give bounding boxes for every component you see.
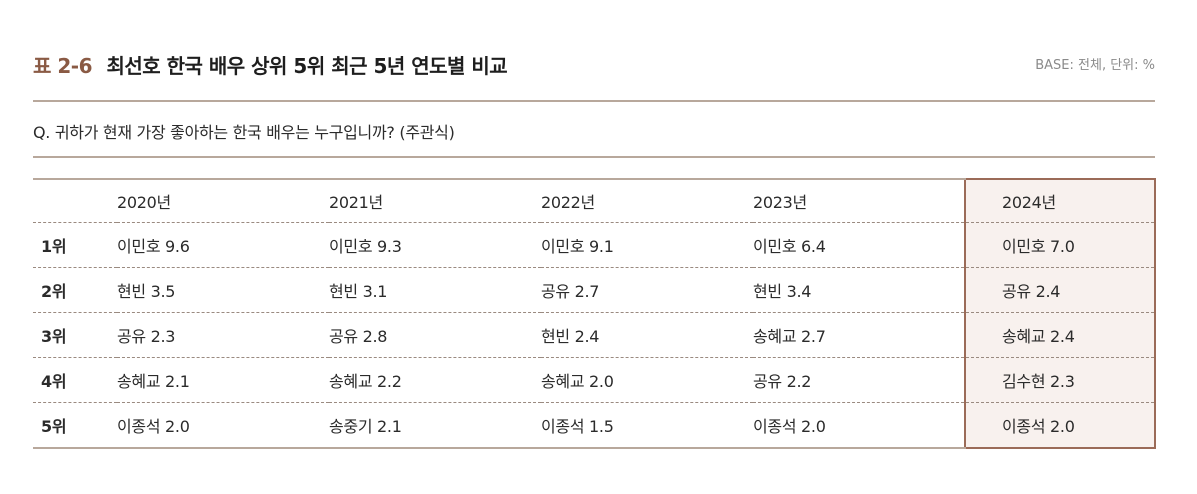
year-header-2020: 2020년: [117, 178, 329, 223]
rank-label: 3위: [33, 312, 117, 358]
table-cell: 송혜교 2.1: [117, 357, 329, 403]
year-header-2023: 2023년: [753, 178, 965, 223]
base-unit-note: BASE: 전체, 단위: %: [1035, 58, 1155, 73]
table-cell: 이민호 9.6: [117, 222, 329, 268]
table-row: 4위 송혜교 2.1 송혜교 2.2 송혜교 2.0 공유 2.2 김수현 2.…: [33, 357, 1156, 403]
header-divider: [33, 100, 1155, 102]
rank-label: 5위: [33, 402, 117, 449]
table-cell: 현빈 3.1: [329, 267, 541, 313]
table-header-row: 2020년 2021년 2022년 2023년 2024년: [33, 178, 1156, 223]
table-cell: 송혜교 2.0: [541, 357, 753, 403]
table-row: 3위 공유 2.3 공유 2.8 현빈 2.4 송혜교 2.7 송혜교 2.4: [33, 312, 1156, 358]
table-cell: 현빈 2.4: [541, 312, 753, 358]
year-header-2022: 2022년: [541, 178, 753, 223]
table-cell: 공유 2.7: [541, 267, 753, 313]
question-divider: [33, 156, 1155, 158]
table-cell: 이민호 9.1: [541, 222, 753, 268]
table-row: 2위 현빈 3.5 현빈 3.1 공유 2.7 현빈 3.4 공유 2.4: [33, 267, 1156, 313]
year-header-2024-highlighted: 2024년: [964, 178, 1156, 223]
table-cell-highlighted: 이종석 2.0: [964, 402, 1156, 449]
table-cell: 공유 2.2: [753, 357, 965, 403]
table-cell: 현빈 3.4: [753, 267, 965, 313]
table-cell-highlighted: 김수현 2.3: [964, 357, 1156, 403]
table-cell-highlighted: 이민호 7.0: [964, 222, 1156, 268]
table-cell: 공유 2.8: [329, 312, 541, 358]
table-cell: 공유 2.3: [117, 312, 329, 358]
table-cell: 이민호 6.4: [753, 222, 965, 268]
table-row: 5위 이종석 2.0 송중기 2.1 이종석 1.5 이종석 2.0 이종석 2…: [33, 402, 1156, 449]
table-cell: 현빈 3.5: [117, 267, 329, 313]
table-cell: 이종석 2.0: [753, 402, 965, 449]
table-cell: 이종석 1.5: [541, 402, 753, 449]
ranking-table: 2020년 2021년 2022년 2023년 2024년 1위 이민호 9.6…: [33, 178, 1156, 449]
table-cell: 송혜교 2.7: [753, 312, 965, 358]
table-cell: 송중기 2.1: [329, 402, 541, 449]
rank-label: 4위: [33, 357, 117, 403]
table-cell: 이민호 9.3: [329, 222, 541, 268]
table-title: 최선호 한국 배우 상위 5위 최근 5년 연도별 비교: [106, 54, 508, 78]
table-header: 표 2-6 최선호 한국 배우 상위 5위 최근 5년 연도별 비교 BASE:…: [33, 48, 1155, 84]
table-cell-highlighted: 공유 2.4: [964, 267, 1156, 313]
table-cell: 이종석 2.0: [117, 402, 329, 449]
table-title-wrap: 표 2-6 최선호 한국 배우 상위 5위 최근 5년 연도별 비교: [33, 50, 508, 79]
rank-label: 1위: [33, 222, 117, 268]
table-row: 1위 이민호 9.6 이민호 9.3 이민호 9.1 이민호 6.4 이민호 7…: [33, 222, 1156, 268]
table-cell: 송혜교 2.2: [329, 357, 541, 403]
year-header-2021: 2021년: [329, 178, 541, 223]
rank-column-header: [33, 178, 117, 223]
rank-label: 2위: [33, 267, 117, 313]
survey-question: Q. 귀하가 현재 가장 좋아하는 한국 배우는 누구입니까? (주관식): [33, 123, 455, 142]
table-number-label: 표 2-6: [33, 54, 93, 78]
table-cell-highlighted: 송혜교 2.4: [964, 312, 1156, 358]
